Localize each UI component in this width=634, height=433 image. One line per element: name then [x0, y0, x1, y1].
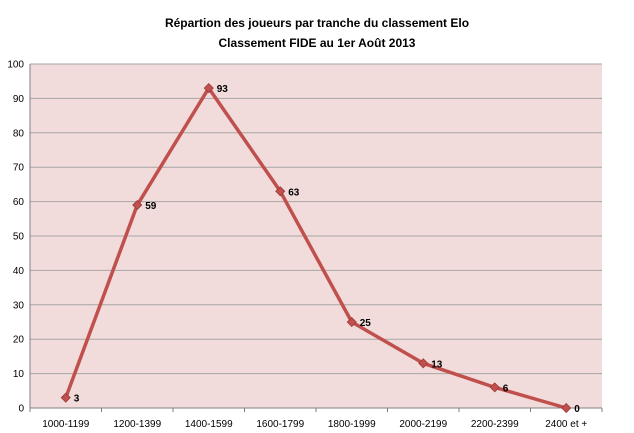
y-tick-label: 90: [13, 94, 25, 105]
data-label: 3: [74, 394, 80, 405]
data-point-marker: [346, 316, 357, 328]
data-label: 63: [288, 187, 300, 198]
data-point-marker: [489, 382, 500, 393]
data-label: 93: [217, 84, 229, 95]
data-point-marker: [418, 358, 429, 369]
y-tick-label: 0: [18, 404, 24, 415]
x-tick-label: 1600-1799: [256, 419, 304, 430]
series-line: [64, 86, 568, 410]
data-point-marker: [203, 83, 214, 94]
data-point-marker: [561, 402, 572, 414]
data-label: 6: [503, 383, 509, 394]
y-tick-label: 50: [13, 232, 25, 243]
data-point-marker: [275, 186, 286, 197]
x-tick-label: 1200-1399: [113, 419, 161, 430]
x-tick-label: 2000-2199: [399, 419, 447, 430]
x-tick-label: 1800-1999: [328, 419, 376, 430]
x-tick-label: 2400 et +: [545, 419, 587, 430]
data-label: 25: [360, 318, 372, 329]
y-tick-label: 30: [13, 300, 25, 311]
data-point-marker: [60, 392, 71, 403]
y-tick-label: 10: [13, 369, 25, 380]
chart-subtitle: Classement FIDE au 1er Août 2013: [218, 36, 416, 50]
y-tick-label: 80: [13, 128, 25, 139]
x-tick-label: 2200-2399: [471, 419, 519, 430]
chart-title: Répartion des joueurs par tranche du cla…: [164, 16, 470, 30]
x-tick-label: 1400-1599: [185, 419, 233, 430]
y-tick-label: 60: [13, 197, 25, 208]
y-tick-label: 40: [13, 266, 25, 277]
x-tick-label: 1000-1199: [42, 419, 90, 430]
data-label: 13: [431, 359, 443, 370]
data-point-marker: [132, 199, 143, 211]
y-tick-label: 20: [13, 335, 25, 346]
data-label: 59: [145, 201, 157, 212]
data-label: 0: [574, 404, 580, 415]
y-tick-label: 70: [13, 163, 25, 174]
y-tick-label: 100: [7, 60, 24, 71]
